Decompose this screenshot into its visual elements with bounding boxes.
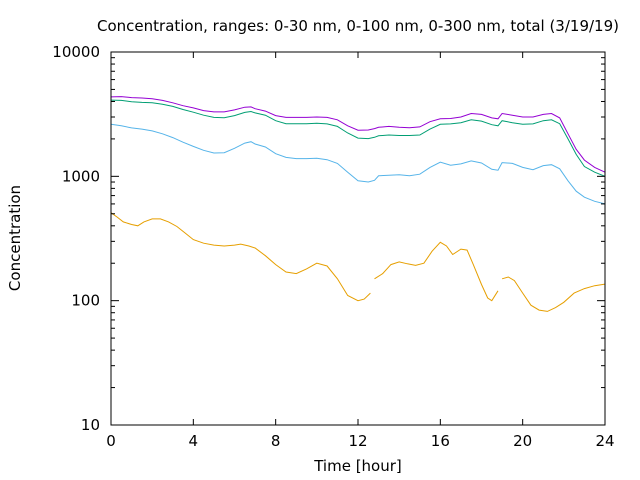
series-layer (110, 96, 606, 312)
y-tick-label: 1000 (62, 167, 100, 185)
x-tick-label: 24 (595, 432, 614, 450)
series-0-line-segment-2 (501, 276, 606, 312)
x-axis-label: Time [hour] (313, 457, 402, 475)
series-0-line-segment-1 (374, 241, 499, 302)
x-tick-label: 16 (431, 432, 450, 450)
plot-frame (110, 51, 606, 426)
y-tick-label: 10000 (52, 43, 100, 61)
series-3-line-segment-0 (110, 96, 606, 173)
ticks-layer: 0 4 8 12 16 20 24 10 100 1000 10000 (52, 43, 614, 450)
x-tick-label: 12 (348, 432, 367, 450)
series-2-line-segment-0 (110, 99, 606, 177)
x-tick-label: 8 (271, 432, 281, 450)
x-tick-label: 0 (106, 432, 116, 450)
y-tick-label: 100 (71, 292, 100, 310)
chart-title: Concentration, ranges: 0-30 nm, 0-100 nm… (97, 17, 619, 35)
y-tick-label: 10 (81, 416, 100, 434)
series-1-line-segment-0 (110, 123, 606, 205)
x-tick-label: 4 (189, 432, 199, 450)
y-axis-label: Concentration (6, 185, 24, 291)
x-tick-label: 20 (513, 432, 532, 450)
series-0-line-segment-0 (110, 212, 371, 302)
